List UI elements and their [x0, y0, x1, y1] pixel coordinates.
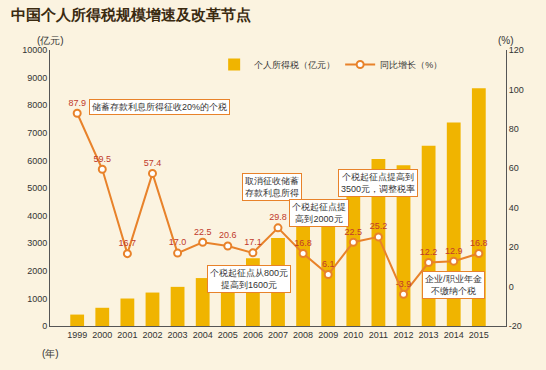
svg-text:80: 80 — [509, 124, 519, 134]
svg-text:60: 60 — [509, 163, 519, 173]
svg-text:(亿元): (亿元) — [37, 35, 64, 46]
svg-text:2000: 2000 — [27, 266, 47, 276]
svg-text:8000: 8000 — [27, 100, 47, 110]
svg-text:2003: 2003 — [168, 330, 188, 340]
svg-text:7000: 7000 — [27, 128, 47, 138]
svg-text:29.8: 29.8 — [269, 212, 287, 222]
svg-text:22.5: 22.5 — [345, 227, 363, 237]
svg-text:22.5: 22.5 — [194, 227, 212, 237]
svg-text:10000: 10000 — [22, 45, 47, 55]
svg-text:16.8: 16.8 — [470, 238, 488, 248]
svg-text:20: 20 — [509, 242, 519, 252]
svg-text:2012: 2012 — [394, 330, 414, 340]
svg-text:0: 0 — [42, 321, 47, 331]
svg-text:2008: 2008 — [293, 330, 313, 340]
svg-text:2011: 2011 — [369, 330, 388, 340]
svg-text:59.5: 59.5 — [94, 154, 112, 164]
svg-text:储蓄存款利息所得征收20%的个税: 储蓄存款利息所得征收20%的个税 — [92, 102, 227, 112]
svg-text:-3.9: -3.9 — [396, 279, 412, 289]
svg-text:9000: 9000 — [27, 73, 47, 83]
svg-text:57.4: 57.4 — [144, 158, 162, 168]
svg-text:40: 40 — [509, 203, 519, 213]
svg-text:17.0: 17.0 — [169, 237, 187, 247]
svg-text:5000: 5000 — [27, 183, 47, 193]
svg-text:6000: 6000 — [27, 156, 47, 166]
svg-text:12.9: 12.9 — [445, 246, 463, 256]
svg-text:2013: 2013 — [419, 330, 439, 340]
svg-text:20.6: 20.6 — [219, 230, 237, 240]
svg-text:100: 100 — [509, 85, 524, 95]
svg-text:取消征收储蓄存款利息所得: 取消征收储蓄存款利息所得 — [245, 176, 299, 198]
svg-text:2015: 2015 — [469, 330, 489, 340]
svg-text:1000: 1000 — [27, 294, 47, 304]
svg-text:25.2: 25.2 — [370, 221, 388, 231]
svg-text:17.1: 17.1 — [244, 237, 262, 247]
svg-text:2004: 2004 — [193, 330, 213, 340]
svg-text:2000: 2000 — [92, 330, 112, 340]
svg-text:4000: 4000 — [27, 211, 47, 221]
svg-text:个税起征点从800元提高到1600元: 个税起征点从800元提高到1600元 — [210, 268, 288, 290]
svg-text:-20: -20 — [509, 321, 522, 331]
svg-text:个税起征点提高到2000元: 个税起征点提高到2000元 — [292, 202, 346, 224]
svg-text:120: 120 — [509, 45, 524, 55]
svg-text:2005: 2005 — [218, 330, 238, 340]
svg-text:0: 0 — [509, 282, 514, 292]
svg-text:个人所得税（亿元）: 个人所得税（亿元） — [254, 60, 335, 70]
svg-text:(%): (%) — [498, 35, 514, 46]
svg-text:1999: 1999 — [67, 330, 87, 340]
svg-text:2006: 2006 — [243, 330, 263, 340]
svg-text:87.9: 87.9 — [68, 98, 86, 108]
svg-text:同比增长（%）: 同比增长（%） — [380, 60, 442, 70]
svg-text:2001: 2001 — [117, 330, 137, 340]
svg-text:16.7: 16.7 — [119, 238, 137, 248]
svg-text:(年): (年) — [42, 348, 59, 359]
svg-text:2002: 2002 — [142, 330, 162, 340]
svg-text:2010: 2010 — [343, 330, 363, 340]
svg-text:3000: 3000 — [27, 238, 47, 248]
svg-text:个税起征点提高到3500元，调整税率: 个税起征点提高到3500元，调整税率 — [341, 172, 415, 194]
svg-text:16.8: 16.8 — [294, 238, 312, 248]
svg-text:12.2: 12.2 — [420, 247, 438, 257]
svg-text:6.1: 6.1 — [322, 259, 335, 269]
svg-text:2014: 2014 — [444, 330, 464, 340]
svg-text:中国个人所得税规模增速及改革节点: 中国个人所得税规模增速及改革节点 — [11, 6, 251, 23]
svg-text:2007: 2007 — [268, 330, 288, 340]
svg-text:2009: 2009 — [318, 330, 338, 340]
svg-text:企业/职业年金不缴纳个税: 企业/职业年金不缴纳个税 — [425, 274, 482, 296]
